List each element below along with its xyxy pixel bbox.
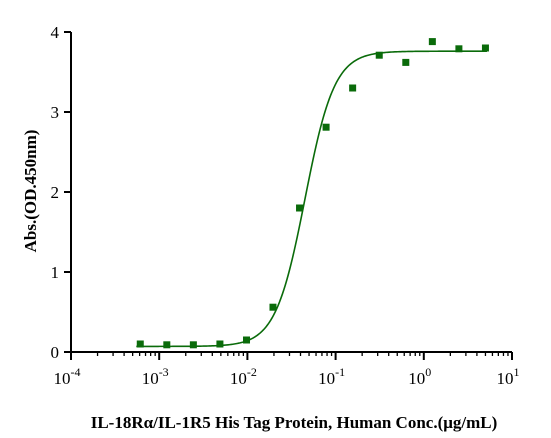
data-point bbox=[216, 340, 224, 348]
data-point bbox=[296, 204, 304, 212]
data-point bbox=[136, 340, 144, 348]
x-tick-label: 10-4 bbox=[54, 365, 81, 388]
y-axis-title: Abs.(OD.450nm) bbox=[21, 130, 40, 253]
data-point bbox=[481, 44, 489, 52]
y-tick-label: 3 bbox=[51, 103, 60, 122]
data-point bbox=[428, 38, 436, 46]
data-point bbox=[375, 51, 383, 59]
y-tick-label: 4 bbox=[51, 23, 60, 42]
data-point bbox=[243, 336, 251, 344]
data-point bbox=[402, 58, 410, 66]
fit-curve bbox=[136, 50, 487, 348]
axes bbox=[64, 31, 513, 360]
data-point bbox=[163, 341, 171, 349]
y-tick-label: 2 bbox=[51, 183, 60, 202]
y-tick-label: 0 bbox=[51, 343, 60, 362]
data-point bbox=[322, 123, 330, 131]
fit-layer bbox=[136, 50, 487, 348]
x-tick-label: 10-1 bbox=[318, 365, 345, 388]
x-tick-label: 101 bbox=[497, 365, 520, 388]
x-tick-label: 100 bbox=[408, 365, 431, 388]
x-tick-label: 10-3 bbox=[142, 365, 169, 388]
data-point bbox=[189, 341, 197, 349]
data-point bbox=[455, 45, 463, 53]
x-tick-label: 10-2 bbox=[230, 365, 257, 388]
points-layer bbox=[136, 38, 489, 349]
data-point bbox=[349, 84, 357, 92]
y-tick-label: 1 bbox=[51, 263, 60, 282]
data-point bbox=[269, 303, 277, 311]
ticks-layer: 0 1 2 3 4 10-4 10-3 10-2 10-1 100 101 bbox=[51, 23, 520, 388]
x-axis-title: IL-18Rα/IL-1R5 His Tag Protein, Human Co… bbox=[91, 413, 498, 432]
